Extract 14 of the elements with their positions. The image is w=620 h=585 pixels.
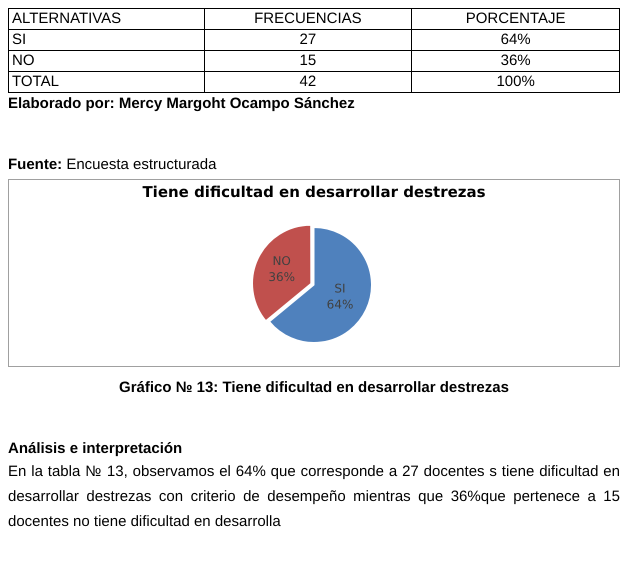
source-note: Fuente: Encuesta estructurada (8, 156, 216, 173)
text: Gráfico № 13: Tiene dificultad en desarrollar destrezas (118, 379, 510, 396)
slice-label: SI (334, 281, 346, 296)
text: SI 27 64% (12, 31, 531, 48)
chart-title: Tiene dificultad en desarrollar destrezas (142, 182, 486, 201)
data-label: 64% (326, 297, 354, 312)
text: En la tabla № 13, observamos el 64% que corresponde a 27 docentes s tiene dificultad en desarrollar destrezas con criterio de desempeño mientras que 36%que pertenece a 15 docentes no tiene dificultad en desarrolla (8, 462, 620, 532)
text: NO 15 36% (12, 52, 531, 69)
slice-label: NO (272, 254, 291, 268)
data-label: 36% (268, 270, 295, 284)
text: ALTERNATIVAS FRECUENCIAS PORCENTAJE (12, 10, 566, 27)
text: Análisis e interpretación (8, 440, 184, 457)
text: Elaborado por: Mercy Margoht Ocampo Sánchez (8, 95, 356, 112)
text: TOTAL 42 100% (12, 73, 535, 90)
